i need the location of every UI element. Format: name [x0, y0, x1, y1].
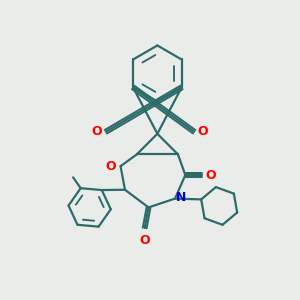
Text: O: O	[198, 125, 208, 138]
Text: O: O	[92, 125, 102, 138]
Text: O: O	[140, 234, 150, 247]
Text: O: O	[205, 169, 216, 182]
Text: O: O	[106, 160, 116, 173]
Text: N: N	[176, 191, 186, 205]
